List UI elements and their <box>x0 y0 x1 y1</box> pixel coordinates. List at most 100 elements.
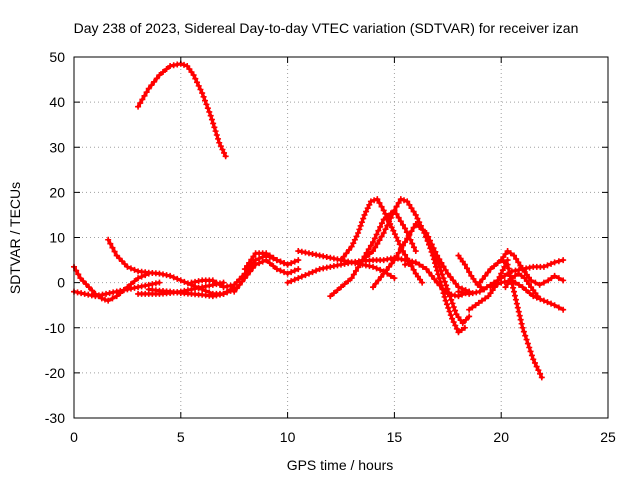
data-point-marker <box>482 295 489 302</box>
data-point-marker <box>355 229 362 236</box>
data-point-marker <box>515 308 522 315</box>
data-point-marker <box>277 267 284 274</box>
x-tick-label: 10 <box>280 429 296 445</box>
data-point-marker <box>370 263 377 270</box>
data-point-marker <box>181 61 188 68</box>
data-point-marker <box>370 284 377 291</box>
data-point-marker <box>530 287 537 294</box>
data-point-marker <box>366 201 373 208</box>
data-point-marker <box>345 278 352 285</box>
data-point-marker <box>501 259 508 266</box>
data-point-marker <box>531 359 538 366</box>
data-point-marker <box>330 290 337 297</box>
data-point-marker <box>533 363 540 370</box>
data-point-marker <box>512 296 519 303</box>
data-point-marker <box>412 270 419 277</box>
data-point-marker <box>434 257 441 264</box>
data-point-marker <box>288 269 295 276</box>
data-point-marker <box>523 278 530 285</box>
data-point-marker <box>357 222 364 229</box>
data-point-marker <box>397 196 404 203</box>
grid-lines <box>74 57 608 418</box>
y-axis-label: SDTVAR / TECUs <box>7 182 23 294</box>
data-point-marker <box>397 246 404 253</box>
data-point-marker <box>372 280 379 287</box>
data-point-marker <box>219 146 226 153</box>
data-point-marker <box>402 251 409 258</box>
x-tick-label: 5 <box>177 429 185 445</box>
data-point-marker <box>505 265 512 272</box>
data-point-marker <box>377 223 384 230</box>
data-point-marker <box>270 263 277 270</box>
data-point-marker <box>343 250 350 257</box>
data-point-marker <box>412 248 419 255</box>
data-point-marker <box>402 225 409 232</box>
data-point-marker <box>350 271 357 278</box>
data-point-marker <box>151 78 158 85</box>
data-point-marker <box>502 284 509 291</box>
data-point-marker <box>181 278 188 285</box>
y-tick-label: -20 <box>45 365 65 381</box>
axis-ticks: 0 5 10 15 20 25 -30 -20 -10 0 10 20 30 40 50 <box>45 49 616 445</box>
x-tick-label: 20 <box>493 429 509 445</box>
data-point-marker <box>360 215 367 222</box>
data-point-marker <box>395 237 402 244</box>
data-point-marker <box>523 287 530 294</box>
data-point-marker <box>524 340 531 347</box>
data-point-marker <box>295 266 302 273</box>
data-point-marker <box>489 287 496 294</box>
data-point-marker <box>366 251 373 258</box>
data-point-marker <box>457 317 464 324</box>
data-point-marker <box>439 271 446 278</box>
data-point-marker <box>536 281 543 288</box>
data-point-marker <box>210 120 217 127</box>
data-point-marker <box>498 257 505 264</box>
data-point-marker <box>410 244 417 251</box>
data-point-marker <box>416 223 423 230</box>
data-point-marker <box>338 284 344 291</box>
data-point-marker <box>206 108 213 115</box>
data-point-marker <box>513 300 520 307</box>
data-point-marker <box>348 243 355 250</box>
data-point-marker <box>380 216 387 223</box>
data-point-marker <box>386 263 393 270</box>
x-tick-label: 25 <box>600 429 616 445</box>
data-point-marker <box>388 260 395 267</box>
data-point-marker <box>145 85 152 92</box>
data-point-marker <box>459 320 466 327</box>
data-point-marker <box>213 279 220 286</box>
data-point-marker <box>446 293 453 300</box>
data-point-marker <box>457 255 464 262</box>
data-point-marker <box>560 277 567 284</box>
data-point-marker <box>236 281 243 288</box>
data-point-marker <box>387 214 394 221</box>
data-point-marker <box>449 315 456 322</box>
data-point-marker <box>476 288 483 295</box>
data-point-marker <box>555 258 562 265</box>
data-point-marker <box>469 304 476 311</box>
data-point-marker <box>499 267 506 274</box>
data-point-marker <box>441 293 448 300</box>
data-point-marker <box>350 240 357 247</box>
y-tick-label: -30 <box>45 410 65 426</box>
data-point-marker <box>404 255 411 262</box>
x-tick-label: 15 <box>387 429 403 445</box>
data-point-marker <box>288 278 295 285</box>
data-point-marker <box>560 257 567 264</box>
y-tick-label: 0 <box>57 275 65 291</box>
data-point-marker <box>256 260 263 267</box>
data-point-marker <box>482 272 489 279</box>
data-point-marker <box>458 327 465 334</box>
data-point-marker <box>295 275 302 282</box>
data-point-marker <box>511 292 518 299</box>
series-line-track-a <box>136 62 228 158</box>
data-point-marker <box>498 270 505 277</box>
data-point-marker <box>346 246 353 253</box>
data-point-marker <box>555 275 562 282</box>
data-point-marker <box>355 264 362 271</box>
data-point-marker <box>518 272 525 279</box>
data-point-marker <box>449 300 456 307</box>
data-point-marker <box>504 261 511 268</box>
data-point-marker <box>466 269 473 276</box>
data-point-marker <box>109 244 116 251</box>
